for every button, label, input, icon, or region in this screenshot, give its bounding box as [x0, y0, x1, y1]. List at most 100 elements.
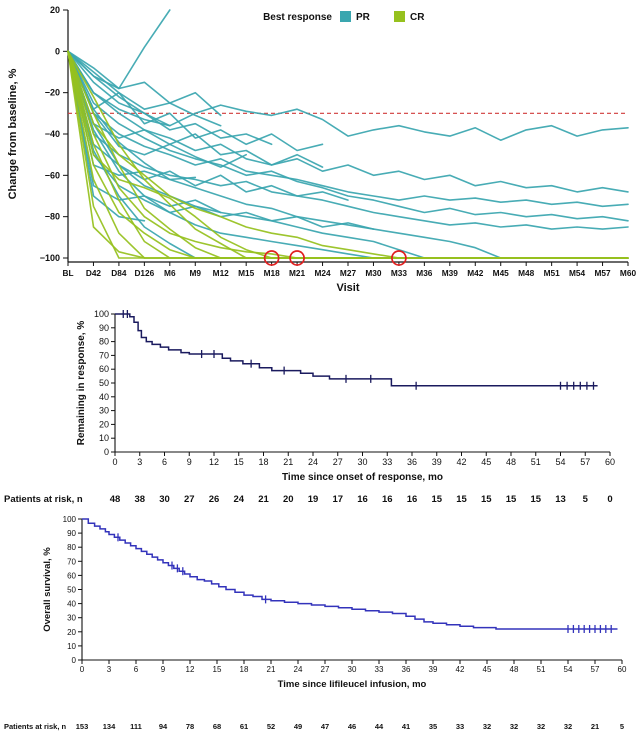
km-curve: [82, 518, 618, 630]
y-tick-label: 10: [99, 433, 109, 443]
y-tick-label: 10: [67, 642, 76, 651]
at-risk-value: 33: [456, 722, 464, 731]
x-tick-label: 0: [112, 457, 117, 467]
trajectory-cr: [67, 50, 629, 259]
x-tick-label: 51: [531, 457, 541, 467]
x-tick-label: M24: [314, 268, 331, 278]
trajectory-pr: [67, 50, 273, 146]
at-risk-value: 24: [233, 494, 244, 505]
x-tick-label: 3: [107, 665, 112, 674]
at-risk-value: 41: [402, 722, 410, 731]
trajectory-cr: [67, 50, 629, 259]
x-tick-label: 60: [605, 457, 615, 467]
y-tick-label: 80: [67, 543, 76, 552]
at-risk-value: 5: [583, 494, 589, 505]
y-tick-label: −60: [45, 170, 60, 180]
y-tick-label: 100: [63, 515, 77, 524]
y-axis-title: Overall survival, %: [42, 547, 53, 632]
trajectory-cr: [67, 50, 629, 259]
y-axis-title: Remaining in response, %: [76, 321, 87, 446]
x-tick-label: D126: [134, 268, 154, 278]
at-risk-value: 47: [321, 722, 329, 731]
at-risk-value: 21: [258, 494, 269, 505]
overall-survival-panel: 0 10 20 30 40 50 60 70 80 90 100 0 3 6 9 12 15 18 21 24 27 30…: [0, 505, 640, 743]
x-tick-label: M48: [518, 268, 535, 278]
trajectory-pr: [67, 50, 222, 214]
trajectory-cr: [67, 50, 629, 259]
x-tick-label: 15: [213, 665, 222, 674]
at-risk-value: 5: [620, 722, 624, 731]
x-axis-title: Time since onset of response, mo: [282, 472, 443, 483]
at-risk-value: 16: [407, 494, 418, 505]
patient-trajectories: [67, 9, 629, 259]
y-tick-label: 30: [67, 614, 76, 623]
y-tick-label: 40: [67, 600, 76, 609]
x-axis-title: Time since lifileucel infusion, mo: [278, 679, 427, 690]
censor-marks: [122, 310, 595, 390]
at-risk-value: 15: [530, 494, 541, 505]
x-tick-label: M51: [544, 268, 561, 278]
y-tick-label: 100: [94, 309, 109, 319]
x-tick-label: 3: [137, 457, 142, 467]
trajectory-pr: [67, 50, 349, 201]
at-risk-value: 20: [283, 494, 294, 505]
legend-title: Best response: [263, 12, 332, 23]
x-tick-label: 54: [555, 457, 565, 467]
y-tick-label: 0: [55, 46, 60, 56]
spider-plot-panel: 20 0 −20 −40 −60 −80 −100 BL D42 D84 D126 M6 M9 M12 M1…: [0, 0, 640, 300]
x-tick-label: M6: [164, 268, 176, 278]
trajectory-pr: [67, 50, 171, 127]
x-tick-label: 54: [564, 665, 573, 674]
at-risk-value: 61: [240, 722, 248, 731]
at-risk-label: Patients at risk, n: [4, 494, 83, 505]
y-tick-label: 0: [104, 447, 109, 457]
at-risk-value: 68: [213, 722, 221, 731]
trajectory-pr: [67, 50, 222, 127]
trajectory-cr: [67, 50, 629, 259]
at-risk-label: Patients at risk, n: [4, 722, 67, 731]
x-tick-label: 18: [258, 457, 268, 467]
trajectory-pr: [67, 50, 629, 222]
x-tick-label: M15: [238, 268, 255, 278]
x-tick-label: 42: [456, 665, 465, 674]
x-tick-label: 24: [308, 457, 318, 467]
trajectory-pr: [67, 50, 629, 193]
trajectory-cr: [67, 50, 629, 259]
at-risk-value: 94: [159, 722, 168, 731]
x-tick-label: 15: [234, 457, 244, 467]
y-tick-label: 90: [99, 323, 109, 333]
at-risk-value: 32: [564, 722, 572, 731]
trajectory-pr: [67, 50, 222, 117]
x-tick-label: M45: [493, 268, 510, 278]
x-tick-label: M12: [213, 268, 230, 278]
at-risk-value: 30: [159, 494, 170, 505]
x-tick-label: 33: [375, 665, 384, 674]
at-risk-value: 46: [348, 722, 356, 731]
at-risk-value: 13: [555, 494, 566, 505]
x-tick-label: 21: [267, 665, 276, 674]
x-tick-label: M54: [569, 268, 586, 278]
x-tick-label: 42: [456, 457, 466, 467]
at-risk-value: 15: [431, 494, 442, 505]
y-tick-label: 20: [99, 419, 109, 429]
x-tick-label: M42: [467, 268, 484, 278]
at-risk-value: 27: [184, 494, 195, 505]
x-tick-label: M57: [594, 268, 611, 278]
y-tick-label: 20: [67, 628, 76, 637]
at-risk-value: 48: [110, 494, 121, 505]
x-tick-label: 39: [432, 457, 442, 467]
x-tick-label: 33: [382, 457, 392, 467]
at-risk-value: 32: [510, 722, 518, 731]
y-tick-label: 90: [67, 529, 76, 538]
x-tick-label: 57: [580, 457, 590, 467]
trajectory-pr: [67, 50, 324, 152]
at-risk-value: 49: [294, 722, 302, 731]
x-tick-label: 0: [80, 665, 85, 674]
trajectory-pr: [67, 50, 629, 259]
x-tick-label: 45: [483, 665, 492, 674]
trajectory-pr: [67, 50, 629, 141]
highlight-circle: [263, 250, 280, 266]
trajectory-pr: [67, 50, 324, 168]
